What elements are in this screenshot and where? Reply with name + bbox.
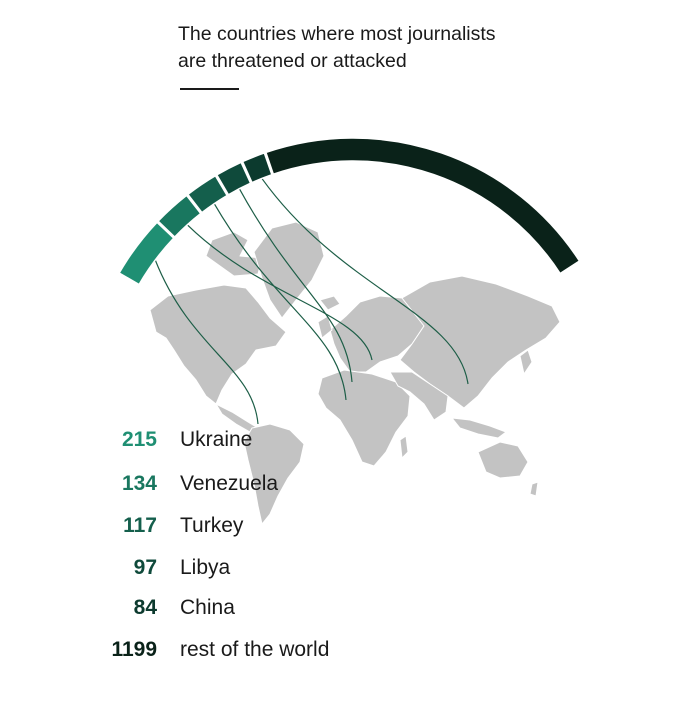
legend-label: China	[180, 596, 235, 619]
world-map	[149, 221, 561, 525]
legend-row: 215 Ukraine	[0, 428, 690, 458]
connector-lines	[154, 178, 469, 425]
map-new-zealand	[529, 481, 539, 497]
connector-libya	[238, 188, 353, 383]
map-south-america	[243, 423, 305, 525]
chart-title-line-2: are threatened or attacked	[178, 50, 407, 72]
map-madagascar	[399, 435, 409, 459]
legend-value: 1199	[111, 638, 157, 661]
map-british-isles	[317, 315, 333, 339]
legend-label: Turkey	[180, 514, 244, 537]
connector-ukraine	[154, 259, 259, 425]
map-middle-east-india	[389, 371, 449, 421]
arc-segments	[118, 137, 581, 286]
legend-label: rest of the world	[180, 638, 330, 661]
map-north-america	[149, 284, 287, 405]
legend-row: 1199 rest of the world	[0, 638, 690, 668]
legend-row: 134 Venezuela	[0, 472, 690, 502]
connector-venezuela	[186, 224, 373, 361]
arc-segment-china	[241, 152, 273, 184]
connector-turkey	[213, 203, 347, 401]
arc-segment-turkey	[186, 174, 229, 214]
map-africa	[317, 369, 411, 467]
arc-segment-rest-of-the-world	[264, 137, 581, 275]
arc-segment-ukraine	[118, 221, 175, 286]
chart-title: The countries where most journalists are…	[178, 21, 598, 75]
legend-row: 84 China	[0, 596, 690, 626]
legend-value: 134	[121, 472, 157, 495]
arc-segment-libya	[215, 161, 252, 196]
chart-title-line-1: The countries where most journalists	[178, 23, 496, 45]
legend-value: 215	[121, 428, 157, 451]
legend-label: Libya	[180, 556, 231, 579]
legend-label: Ukraine	[180, 428, 253, 451]
map-iceland	[319, 295, 341, 311]
map-southeast-asia	[451, 417, 507, 439]
legend-value: 84	[133, 596, 157, 619]
map-arctic-islands	[205, 231, 263, 277]
legend-row: 97 Libya	[0, 556, 690, 586]
map-australia	[477, 441, 529, 479]
title-underline	[180, 88, 239, 90]
legend-value: 97	[133, 556, 157, 579]
connector-china	[261, 178, 469, 385]
legend-row: 117 Turkey	[0, 514, 690, 544]
map-japan	[519, 349, 533, 375]
legend-label: Venezuela	[180, 472, 279, 495]
legend-value: 117	[123, 514, 157, 537]
map-greenland	[253, 221, 325, 319]
arc-segment-venezuela	[157, 194, 202, 239]
map-asia	[399, 275, 561, 409]
